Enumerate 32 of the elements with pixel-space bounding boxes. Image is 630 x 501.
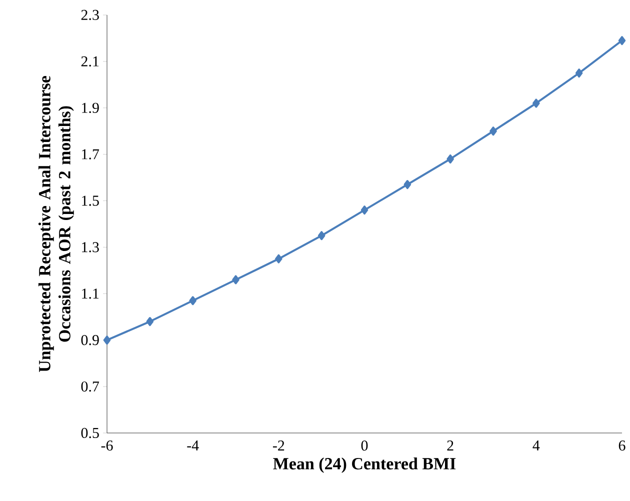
x-axis-title: Mean (24) Centered BMI [273, 458, 456, 473]
point [490, 126, 497, 136]
point [318, 231, 326, 240]
point [103, 336, 111, 345]
y-axis-title: Unprotected Receptive Anal Intercourse Occasions AOR (past 2 months) [38, 76, 74, 372]
y-tick-label: 0.7 [81, 381, 100, 392]
y-tick-label: 2.3 [81, 10, 99, 20]
point [275, 254, 282, 264]
y-tick-label: 1.1 [82, 288, 99, 299]
point [232, 275, 240, 284]
x-tick-label: -2 [272, 440, 284, 450]
x-tick-label: 0 [361, 440, 368, 451]
point [532, 98, 540, 108]
x-tick-label: 4 [532, 440, 540, 450]
point [360, 206, 368, 215]
x-tick-label: 6 [618, 440, 626, 451]
y-tick-label: 1.9 [82, 102, 99, 113]
x-tick-label: 2 [447, 440, 454, 450]
point [404, 180, 412, 190]
y-tick-label: 1.7 [82, 149, 100, 160]
point [575, 68, 583, 78]
point [146, 317, 154, 326]
y-tick-label: 1.3 [82, 242, 99, 252]
point [189, 296, 196, 306]
y-tick-label: 1.5 [82, 196, 99, 206]
y-tick-label: 0.5 [81, 428, 99, 438]
point [446, 154, 454, 164]
y-tick-label: 0.9 [81, 335, 99, 346]
point [618, 36, 626, 46]
x-tick-label: -4 [187, 440, 199, 450]
x-tick-label: -6 [101, 440, 113, 451]
y-tick-label: 2.1 [81, 56, 99, 67]
